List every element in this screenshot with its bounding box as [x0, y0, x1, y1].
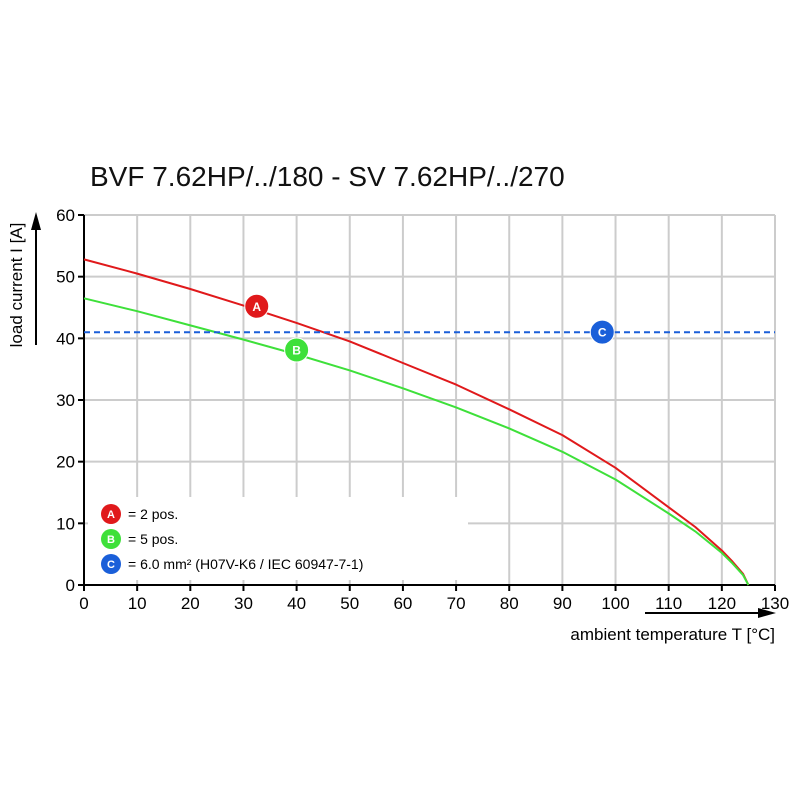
series-markers: A B C [244, 293, 615, 363]
y-axis-label: load current I [A] [7, 223, 26, 348]
legend-badge-letter: B [107, 534, 115, 546]
series-badge-c [589, 319, 615, 345]
x-tick-label: 70 [447, 594, 466, 613]
legend-badge-letter: C [107, 559, 115, 571]
series-badge-b [284, 337, 310, 363]
x-tick-label: 20 [181, 594, 200, 613]
series-badge-letter: B [292, 344, 301, 358]
legend-entry-text: = 2 pos. [128, 506, 178, 522]
chart-title: BVF 7.62HP/../180 - SV 7.62HP/../270 [90, 161, 565, 192]
x-axis-label: ambient temperature T [°C] [570, 625, 775, 644]
y-tick-label: 0 [66, 576, 75, 595]
x-tick-label: 80 [500, 594, 519, 613]
x-tick-label: 100 [601, 594, 629, 613]
y-tick-label: 50 [56, 268, 75, 287]
x-direction-arrowhead [758, 608, 776, 618]
y-tick-label: 10 [56, 514, 75, 533]
series-lines [83, 258, 775, 586]
x-tick-label: 40 [287, 594, 306, 613]
x-tick-label: 10 [128, 594, 147, 613]
y-tick-label: 20 [56, 453, 75, 472]
legend-background [88, 497, 468, 580]
x-tick-label: 50 [340, 594, 359, 613]
legend-badge-a [101, 504, 121, 524]
y-tick-label: 40 [56, 329, 75, 348]
series-line-b [83, 297, 750, 586]
series-badge-letter: A [252, 300, 261, 314]
legend-entry-text: = 6.0 mm² (H07V-K6 / IEC 60947-7-1) [128, 556, 363, 572]
x-tick-label: 30 [234, 594, 253, 613]
legend-badge-b [101, 529, 121, 549]
series-badge-letter: C [598, 326, 607, 340]
series-line-a [83, 258, 750, 586]
legend-badge-c [101, 554, 121, 574]
x-tick-label: 110 [655, 594, 682, 613]
y-tick-label: 30 [56, 391, 75, 410]
x-tick-label: 60 [393, 594, 412, 613]
x-tick-label: 90 [553, 594, 572, 613]
x-tick-label: 130 [761, 594, 789, 613]
legend-badge-letter: A [107, 509, 115, 521]
tick-labels: 0 10 20 30 40 50 60 0 10 20 30 40 50 60 70 80 90 100 110 12… [56, 206, 789, 613]
x-tick-label: 0 [79, 594, 88, 613]
legend: A = 2 pos. B = 5 pos. C = 6.0 mm² (H07V-K6 / … [88, 497, 468, 580]
y-tick-label: 60 [56, 206, 75, 225]
series-badge-a [244, 293, 270, 319]
x-tick-label: 120 [708, 594, 736, 613]
legend-entry-text: = 5 pos. [128, 531, 178, 547]
axes [31, 212, 776, 618]
y-direction-arrowhead [31, 212, 41, 230]
